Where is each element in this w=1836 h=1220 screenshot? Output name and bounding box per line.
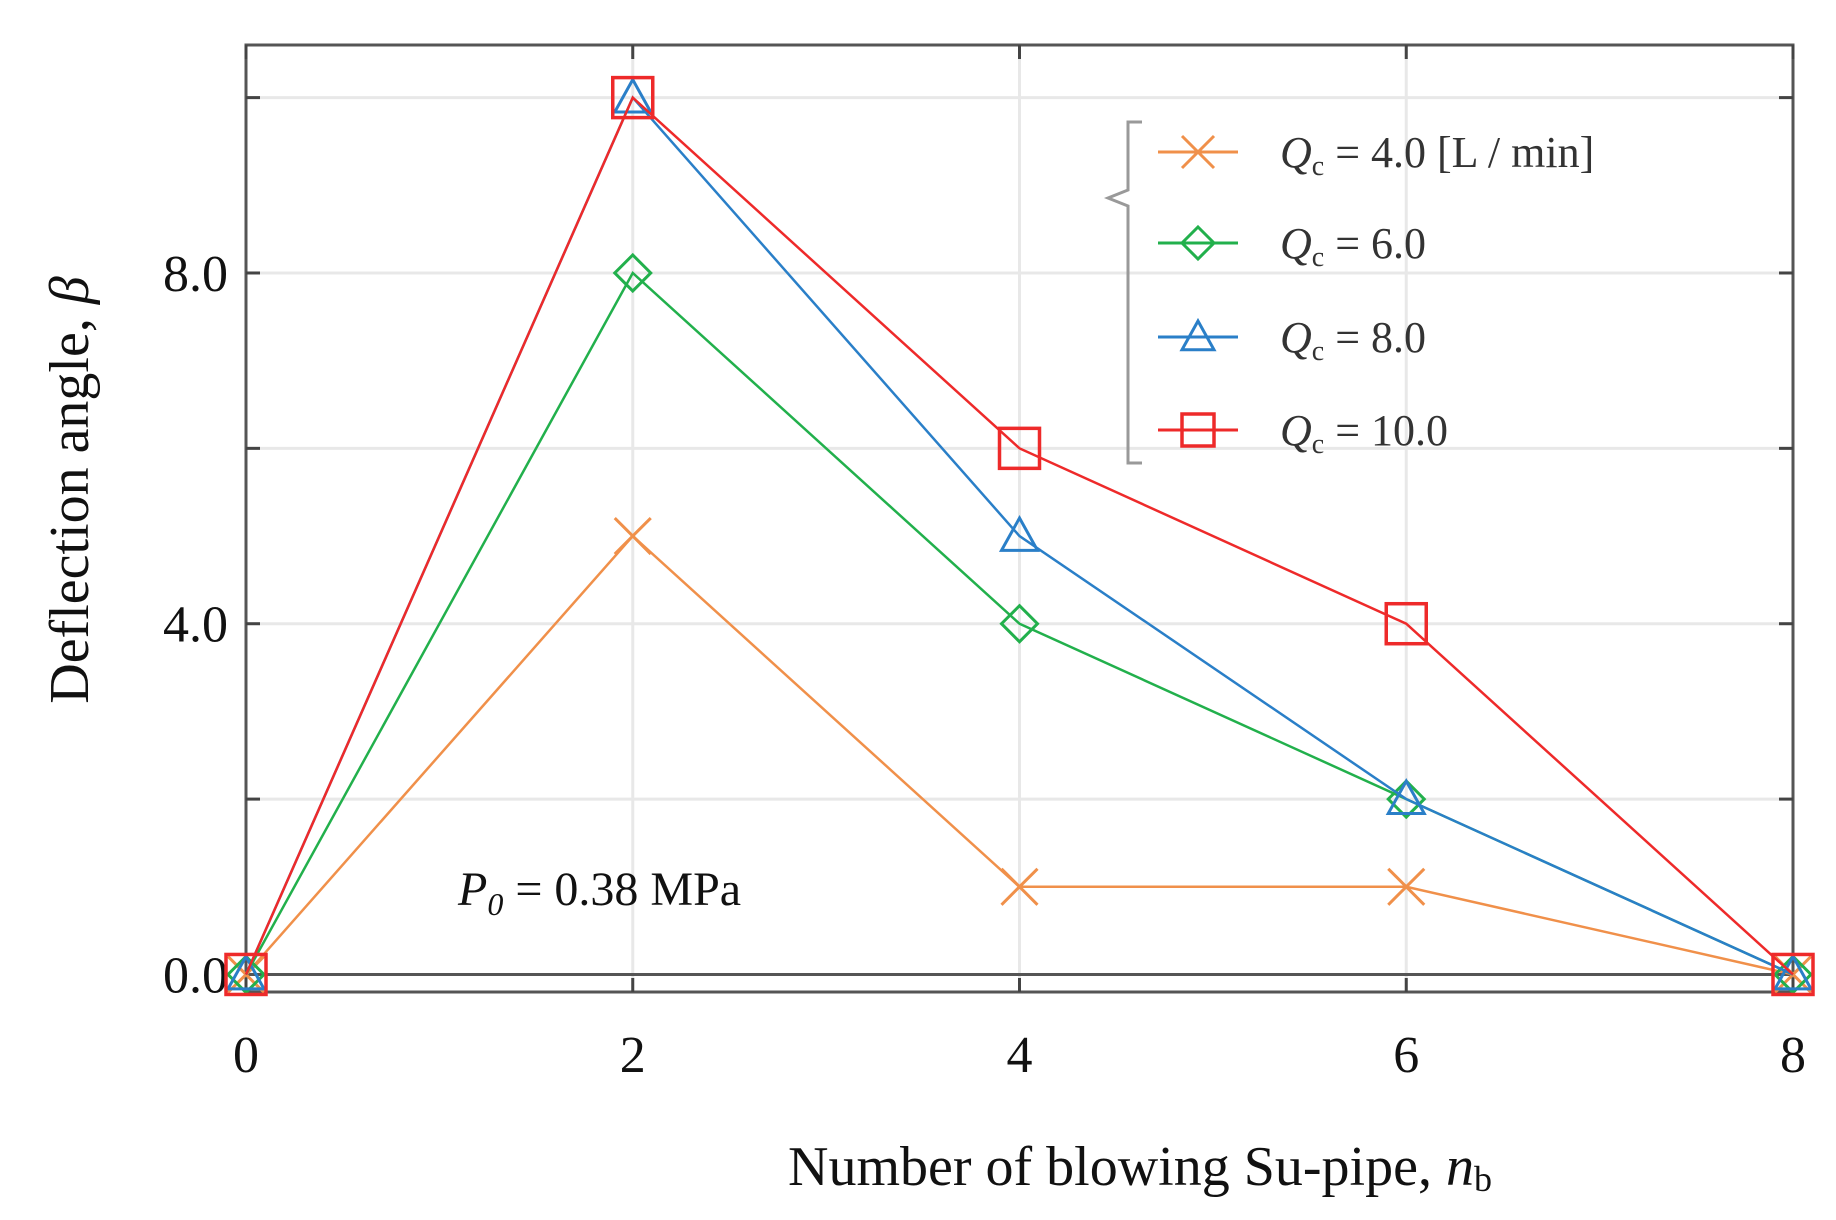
legend-items: Qc = 4.0 [L / min]Qc = 6.0Qc = 8.0Qc = 1… xyxy=(1158,128,1594,460)
x-tick-label: 4 xyxy=(1007,1027,1033,1084)
y-axis-title-text: Deflection angle, xyxy=(39,304,101,704)
data-point xyxy=(225,954,267,995)
data-point xyxy=(1771,952,1815,997)
legend-symbol: Q xyxy=(1280,128,1312,177)
legend-sub: c xyxy=(1312,151,1324,182)
legend: Qc = 4.0 [L / min]Qc = 6.0Qc = 8.0Qc = 1… xyxy=(1103,120,1594,465)
legend-value: = 4.0 [L / min] xyxy=(1324,128,1594,177)
legend-marker xyxy=(1180,412,1216,448)
data-point xyxy=(998,514,1041,552)
data-point-stroke xyxy=(1387,867,1426,906)
data-point xyxy=(1386,778,1427,820)
data-point xyxy=(225,953,267,991)
x-tick-label: 2 xyxy=(620,1027,646,1084)
axis-ticks: 0 2 4 6 8 0.0 4.0 8.0 xyxy=(163,45,1806,1084)
x-tick-label: 6 xyxy=(1393,1027,1419,1084)
x-axis-title-var: n xyxy=(1446,1136,1474,1198)
data-point-stroke xyxy=(1000,867,1039,906)
legend-symbol: Q xyxy=(1280,219,1312,268)
data-point xyxy=(1000,867,1039,906)
legend-item: Qc = 8.0 xyxy=(1158,313,1426,367)
legend-item: Qc = 10.0 xyxy=(1158,406,1448,460)
annotation-text: = 0.38 MPa xyxy=(503,863,741,916)
data-point xyxy=(612,252,653,294)
y-tick-label: 8.0 xyxy=(163,246,228,303)
x-tick-label: 8 xyxy=(1780,1027,1806,1084)
legend-marker xyxy=(1180,134,1216,170)
legend-value: = 8.0 xyxy=(1324,313,1426,362)
legend-symbol: Q xyxy=(1280,406,1312,455)
x-axis-title-text: Number of blowing Su-pipe, xyxy=(788,1136,1446,1198)
legend-label: Qc = 4.0 [L / min] xyxy=(1280,128,1594,182)
series-line xyxy=(244,95,1794,976)
legend-item: Qc = 4.0 [L / min] xyxy=(1158,128,1594,182)
legend-marker-stroke xyxy=(1180,134,1216,170)
legend-bracket xyxy=(1103,120,1142,465)
legend-sub: c xyxy=(1312,336,1324,367)
legend-value: = 10.0 xyxy=(1324,406,1448,455)
legend-marker xyxy=(1179,317,1217,352)
legend-marker xyxy=(1179,224,1217,262)
data-point xyxy=(612,76,654,114)
y-tick-label: 0.0 xyxy=(163,947,228,1004)
data-point xyxy=(999,603,1040,644)
data-point xyxy=(1385,778,1427,815)
y-axis-title: Deflection angle, β xyxy=(39,276,101,704)
series-square xyxy=(224,75,1815,997)
annotation-sub: 0 xyxy=(487,886,503,922)
data-point xyxy=(224,952,268,997)
annotation-var: P xyxy=(457,863,487,916)
data-point-stroke xyxy=(613,516,652,556)
pressure-annotation: P0 = 0.38 MPa xyxy=(457,863,741,922)
legend-label: Qc = 8.0 xyxy=(1280,313,1426,367)
legend-sub: c xyxy=(1312,242,1324,273)
legend-sub: c xyxy=(1312,429,1324,460)
y-axis-title-var: β xyxy=(39,276,101,305)
data-point xyxy=(613,516,652,556)
y-tick-label: 4.0 xyxy=(163,597,228,654)
legend-value: = 6.0 xyxy=(1324,219,1426,268)
data-point xyxy=(1772,953,1814,991)
legend-label: Qc = 10.0 xyxy=(1280,406,1448,460)
data-point xyxy=(1384,601,1428,646)
data-point xyxy=(1387,867,1426,906)
x-axis-title: Number of blowing Su-pipe, nb xyxy=(788,1136,1492,1199)
legend-item: Qc = 6.0 xyxy=(1158,219,1426,273)
x-tick-label: 0 xyxy=(233,1027,259,1084)
legend-symbol: Q xyxy=(1280,313,1312,362)
legend-label: Qc = 6.0 xyxy=(1280,219,1426,273)
data-point xyxy=(997,426,1042,471)
x-axis-title-sub: b xyxy=(1474,1159,1492,1199)
series-layer xyxy=(224,75,1815,997)
data-point xyxy=(611,75,655,120)
